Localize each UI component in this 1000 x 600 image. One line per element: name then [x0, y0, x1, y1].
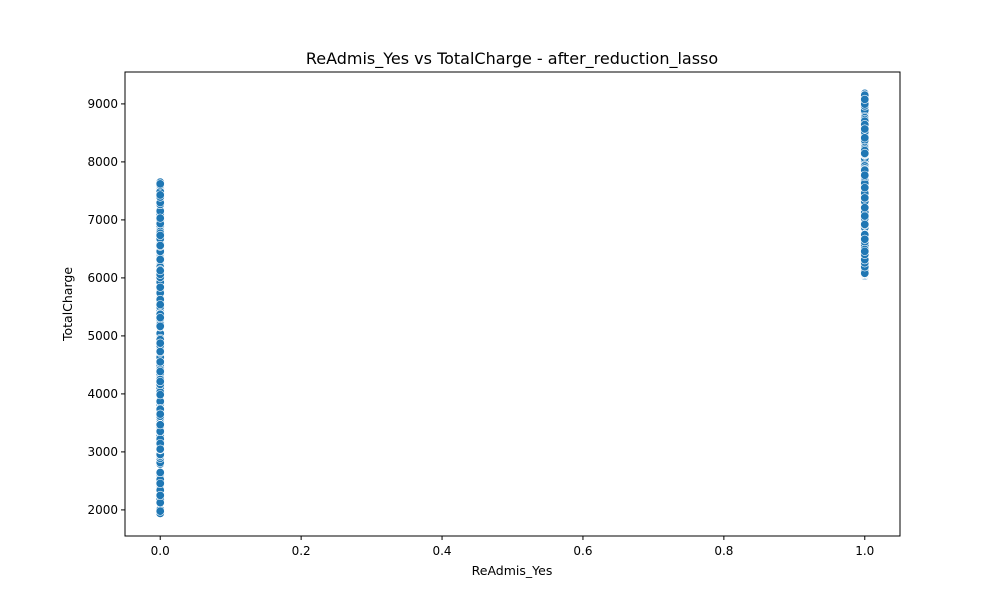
data-point	[155, 409, 165, 419]
data-point	[860, 219, 870, 229]
x-axis-label: ReAdmis_Yes	[472, 563, 553, 578]
data-point	[155, 377, 165, 387]
y-tick-label: 5000	[87, 329, 118, 343]
plot-frame	[124, 71, 901, 537]
data-point	[155, 366, 165, 376]
data-point	[860, 211, 870, 221]
data-point	[860, 148, 870, 158]
data-point	[155, 468, 165, 478]
data-point	[155, 190, 165, 200]
data-point	[155, 282, 165, 292]
data-point	[860, 170, 870, 180]
data-point	[860, 203, 870, 213]
data-point	[155, 240, 165, 250]
y-axis-ticks: 2000 3000 4000 5000 6000 7000 8000 9000	[87, 97, 125, 517]
data-point	[155, 490, 165, 500]
data-point	[155, 357, 165, 367]
y-tick-label: 3000	[87, 445, 118, 459]
data-point	[155, 313, 165, 323]
x-tick-label: 0.0	[151, 544, 170, 558]
data-point	[155, 444, 165, 454]
data-point	[155, 179, 165, 189]
data-point	[155, 300, 165, 310]
x-axis-ticks: 0.0 0.2 0.4 0.6 0.8 1.0	[151, 536, 874, 558]
data-point	[155, 420, 165, 430]
data-point	[155, 266, 165, 276]
chart-title: ReAdmis_Yes vs TotalCharge - after_reduc…	[306, 49, 718, 69]
data-point	[860, 124, 870, 134]
data-point	[860, 183, 870, 193]
data-point	[155, 213, 165, 223]
data-point	[860, 234, 870, 244]
y-tick-label: 9000	[87, 97, 118, 111]
x-tick-label: 1.0	[855, 544, 874, 558]
x-tick-label: 0.2	[292, 544, 311, 558]
y-tick-label: 2000	[87, 503, 118, 517]
scatter-points	[155, 88, 870, 518]
x-tick-label: 0.8	[714, 544, 733, 558]
x-tick-label: 0.4	[432, 544, 451, 558]
y-tick-label: 6000	[87, 271, 118, 285]
data-point	[155, 390, 165, 400]
data-point	[155, 321, 165, 331]
data-point	[860, 133, 870, 143]
y-axis-label: TotalCharge	[60, 267, 75, 342]
y-tick-label: 8000	[87, 155, 118, 169]
data-point	[155, 338, 165, 348]
x-tick-label: 0.6	[573, 544, 592, 558]
data-point	[860, 193, 870, 203]
data-point	[155, 254, 165, 264]
data-point	[155, 506, 165, 516]
data-point	[860, 246, 870, 256]
data-point	[155, 478, 165, 488]
data-point	[860, 94, 870, 104]
y-tick-label: 7000	[87, 213, 118, 227]
data-point	[155, 230, 165, 240]
data-point	[155, 347, 165, 357]
y-tick-label: 4000	[87, 387, 118, 401]
